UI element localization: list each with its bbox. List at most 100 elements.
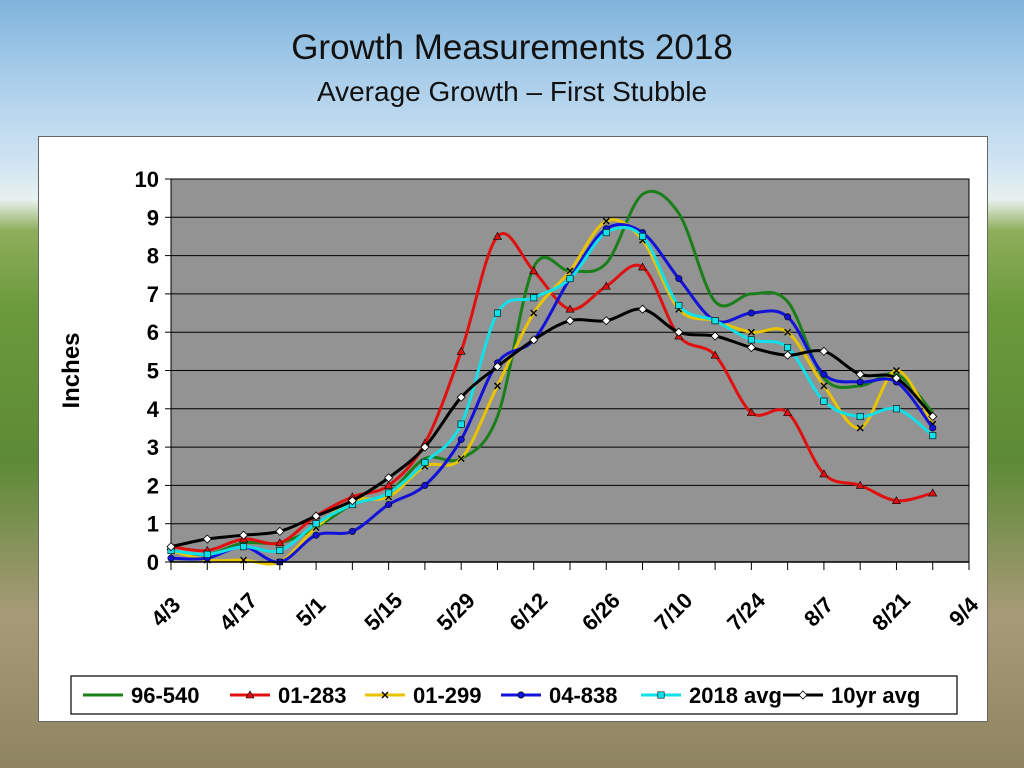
data-point (892, 367, 900, 374)
data-point (275, 526, 285, 536)
data-point (856, 412, 864, 420)
data-point (529, 335, 539, 345)
legend-label: 96-540 (131, 683, 200, 708)
data-point (566, 275, 574, 283)
data-point (276, 547, 284, 555)
data-point (710, 331, 720, 341)
data-point (457, 420, 465, 428)
series-layer (166, 189, 938, 566)
y-tick-label: 3 (147, 435, 159, 460)
data-point (421, 481, 429, 489)
data-point (820, 382, 828, 390)
x-tick-label: 6/26 (577, 588, 625, 636)
x-tick-label: 6/12 (504, 588, 552, 636)
data-point (312, 520, 320, 528)
data-point (245, 690, 255, 699)
data-point (348, 527, 356, 535)
data-point (240, 543, 248, 551)
data-point (493, 382, 501, 390)
legend-item: 96-540 (83, 683, 200, 708)
data-point (602, 229, 610, 237)
data-point (456, 346, 466, 355)
data-point (420, 442, 430, 452)
data-point (347, 496, 357, 506)
series-2018 avg (167, 225, 937, 558)
x-tick-label: 8/21 (867, 588, 915, 636)
data-point (275, 538, 285, 547)
legend-item: 2018 avg (641, 683, 782, 708)
data-point (312, 531, 320, 539)
data-point (928, 411, 938, 422)
data-point (819, 469, 829, 478)
x-tick-label: 5/15 (359, 588, 407, 636)
legend-item: 01-299 (365, 683, 482, 708)
legend-label: 2018 avg (689, 683, 782, 708)
data-point (710, 350, 720, 359)
data-point (929, 432, 937, 440)
data-point (855, 480, 865, 489)
data-point (385, 489, 393, 497)
chart-panel: 0 1 2 3 4 5 6 7 8 9 10 4/3 4/17 5/1 5/15 5/29 6/12 6/26 7/… (38, 136, 988, 722)
data-point (746, 408, 756, 416)
data-point (856, 424, 864, 432)
x-tick-label: 4/17 (214, 588, 262, 636)
data-point (385, 501, 393, 509)
y-tick-label: 10 (135, 167, 159, 192)
data-point (892, 405, 900, 413)
data-point (637, 304, 648, 314)
data-point (381, 691, 389, 699)
data-point (530, 294, 538, 302)
data-point (784, 344, 792, 352)
data-point (820, 397, 828, 405)
data-point (456, 392, 466, 402)
data-point (565, 304, 575, 313)
data-point (492, 362, 503, 372)
x-tick-label: 7/10 (650, 588, 698, 636)
data-point (638, 262, 648, 271)
legend-item: 04-838 (501, 683, 618, 708)
y-tick-label: 6 (147, 320, 159, 345)
x-tick-label: 4/3 (146, 592, 185, 631)
data-point (492, 231, 502, 240)
data-point (891, 496, 901, 505)
legend-label: 01-299 (413, 683, 482, 708)
x-tick-label: 5/29 (432, 588, 480, 636)
y-tick-label: 1 (147, 512, 159, 537)
data-point (517, 691, 525, 699)
legend-label: 04-838 (549, 683, 618, 708)
x-tick-label: 8/7 (799, 592, 838, 631)
series-10yr avg (166, 304, 938, 552)
data-point (602, 217, 610, 225)
y-tick-label: 7 (147, 282, 159, 307)
data-point (820, 370, 828, 378)
y-tick-label: 5 (147, 359, 159, 384)
series-line (170, 225, 934, 556)
data-point (783, 408, 793, 416)
data-point (166, 542, 176, 552)
data-point (746, 342, 756, 353)
x-tick-label: 9/4 (944, 592, 984, 632)
data-point (675, 275, 683, 283)
data-point (167, 554, 175, 562)
line-chart: 0 1 2 3 4 5 6 7 8 9 10 4/3 4/17 5/1 5/15 5/29 6/12 6/26 7/… (58, 167, 984, 715)
legend-item: 01-283 (230, 683, 347, 708)
data-point (929, 424, 937, 432)
legend-item: 10yr avg (783, 683, 920, 708)
y-tick-label: 9 (147, 205, 159, 230)
data-point (747, 336, 755, 344)
data-point (783, 350, 793, 360)
series-line (170, 222, 934, 564)
y-tick-label: 2 (147, 473, 159, 498)
data-point (565, 316, 575, 326)
data-point (203, 550, 211, 558)
data-point (384, 480, 394, 489)
y-tick-label: 0 (147, 550, 159, 575)
data-point (657, 691, 665, 699)
data-point (457, 435, 465, 443)
data-point (639, 232, 647, 240)
data-point (311, 511, 321, 521)
data-point (784, 313, 792, 321)
x-tick-label: 7/24 (722, 587, 770, 635)
data-point (891, 373, 902, 383)
data-point (202, 534, 212, 544)
